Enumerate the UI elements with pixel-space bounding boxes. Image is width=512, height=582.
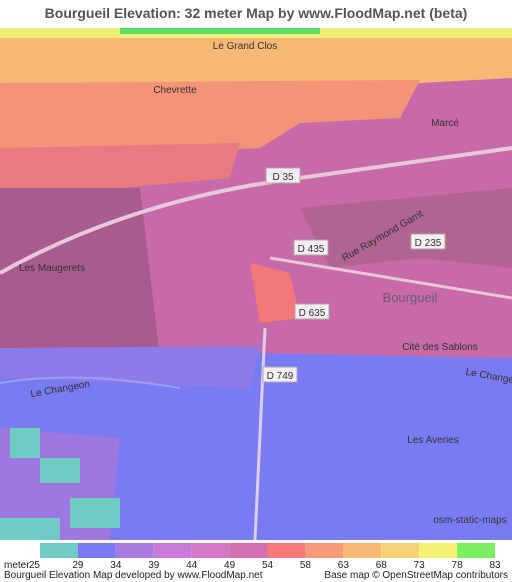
legend-tick-label: 29 xyxy=(72,560,84,570)
footer-text: Base map © OpenStreetMap contributors xyxy=(324,570,508,581)
place-label: osm-static-maps xyxy=(433,515,506,526)
legend-tick-label: 73 xyxy=(414,560,426,570)
legend-tick-label: 54 xyxy=(262,560,274,570)
road-shield xyxy=(294,303,330,320)
zone xyxy=(120,28,320,34)
place-label: Chevrette xyxy=(153,85,197,96)
road-shield xyxy=(410,233,446,250)
road xyxy=(253,327,267,540)
zone xyxy=(0,188,160,358)
zone xyxy=(300,188,512,268)
place-label: Les Averies xyxy=(407,435,459,446)
legend-tick-label: 78 xyxy=(452,560,464,570)
road-label: D 635 xyxy=(299,308,326,319)
zone xyxy=(0,38,512,90)
legend-tick-label: 68 xyxy=(376,560,388,570)
legend-swatch xyxy=(305,543,344,558)
road-label: D 749 xyxy=(267,371,294,382)
legend-tick-label: 34 xyxy=(110,560,122,570)
legend-swatch xyxy=(77,543,116,558)
place-label: Bourgueil xyxy=(383,290,438,305)
legend-tick-label: 44 xyxy=(186,560,198,570)
zone xyxy=(0,80,420,158)
legend-swatch xyxy=(419,543,458,558)
road-shield xyxy=(265,167,301,184)
legend-unit: meter xyxy=(4,560,30,570)
road-shield xyxy=(262,366,298,383)
legend-tick-label: 49 xyxy=(224,560,236,570)
legend-tick-label: 58 xyxy=(300,560,312,570)
zone xyxy=(10,428,40,458)
legend-swatch xyxy=(343,543,382,558)
road xyxy=(269,256,512,300)
zone xyxy=(40,458,80,483)
place-label: Le Grand Clos xyxy=(213,41,277,52)
title: Bourgueil Elevation: 32 meter Map by www… xyxy=(0,0,512,28)
legend-swatch xyxy=(381,543,420,558)
legend-swatch xyxy=(153,543,192,558)
legend-swatch xyxy=(267,543,306,558)
legend-swatch xyxy=(40,543,78,558)
legend-swatch xyxy=(457,543,495,558)
place-label: Cité des Sablons xyxy=(402,342,478,353)
legend-swatch xyxy=(229,543,268,558)
river xyxy=(0,376,181,389)
zone xyxy=(250,263,300,323)
place-label: Marcé xyxy=(431,118,459,129)
legend-tick-label: 25 xyxy=(29,560,41,570)
road-label: D 435 xyxy=(298,244,325,255)
legend-swatch xyxy=(191,543,230,558)
legend-swatch xyxy=(115,543,154,558)
legend-tick-label: 39 xyxy=(148,560,160,570)
road-label: D 235 xyxy=(415,238,442,249)
road-label: D 35 xyxy=(272,172,294,183)
legend-tick-label: 83 xyxy=(489,560,501,570)
zone xyxy=(0,518,60,540)
zone xyxy=(0,143,240,188)
legend: meter 25 29 34 39 44 49 54 58 63 68 73 78 83 xyxy=(4,543,501,570)
zone xyxy=(70,498,120,528)
road-shield xyxy=(293,239,329,256)
zone xyxy=(0,348,512,540)
footer-text: Bourgueil Elevation Map developed by www… xyxy=(4,570,263,581)
place-label: Les Maugerets xyxy=(19,263,85,274)
legend-tick-label: 63 xyxy=(338,560,350,570)
